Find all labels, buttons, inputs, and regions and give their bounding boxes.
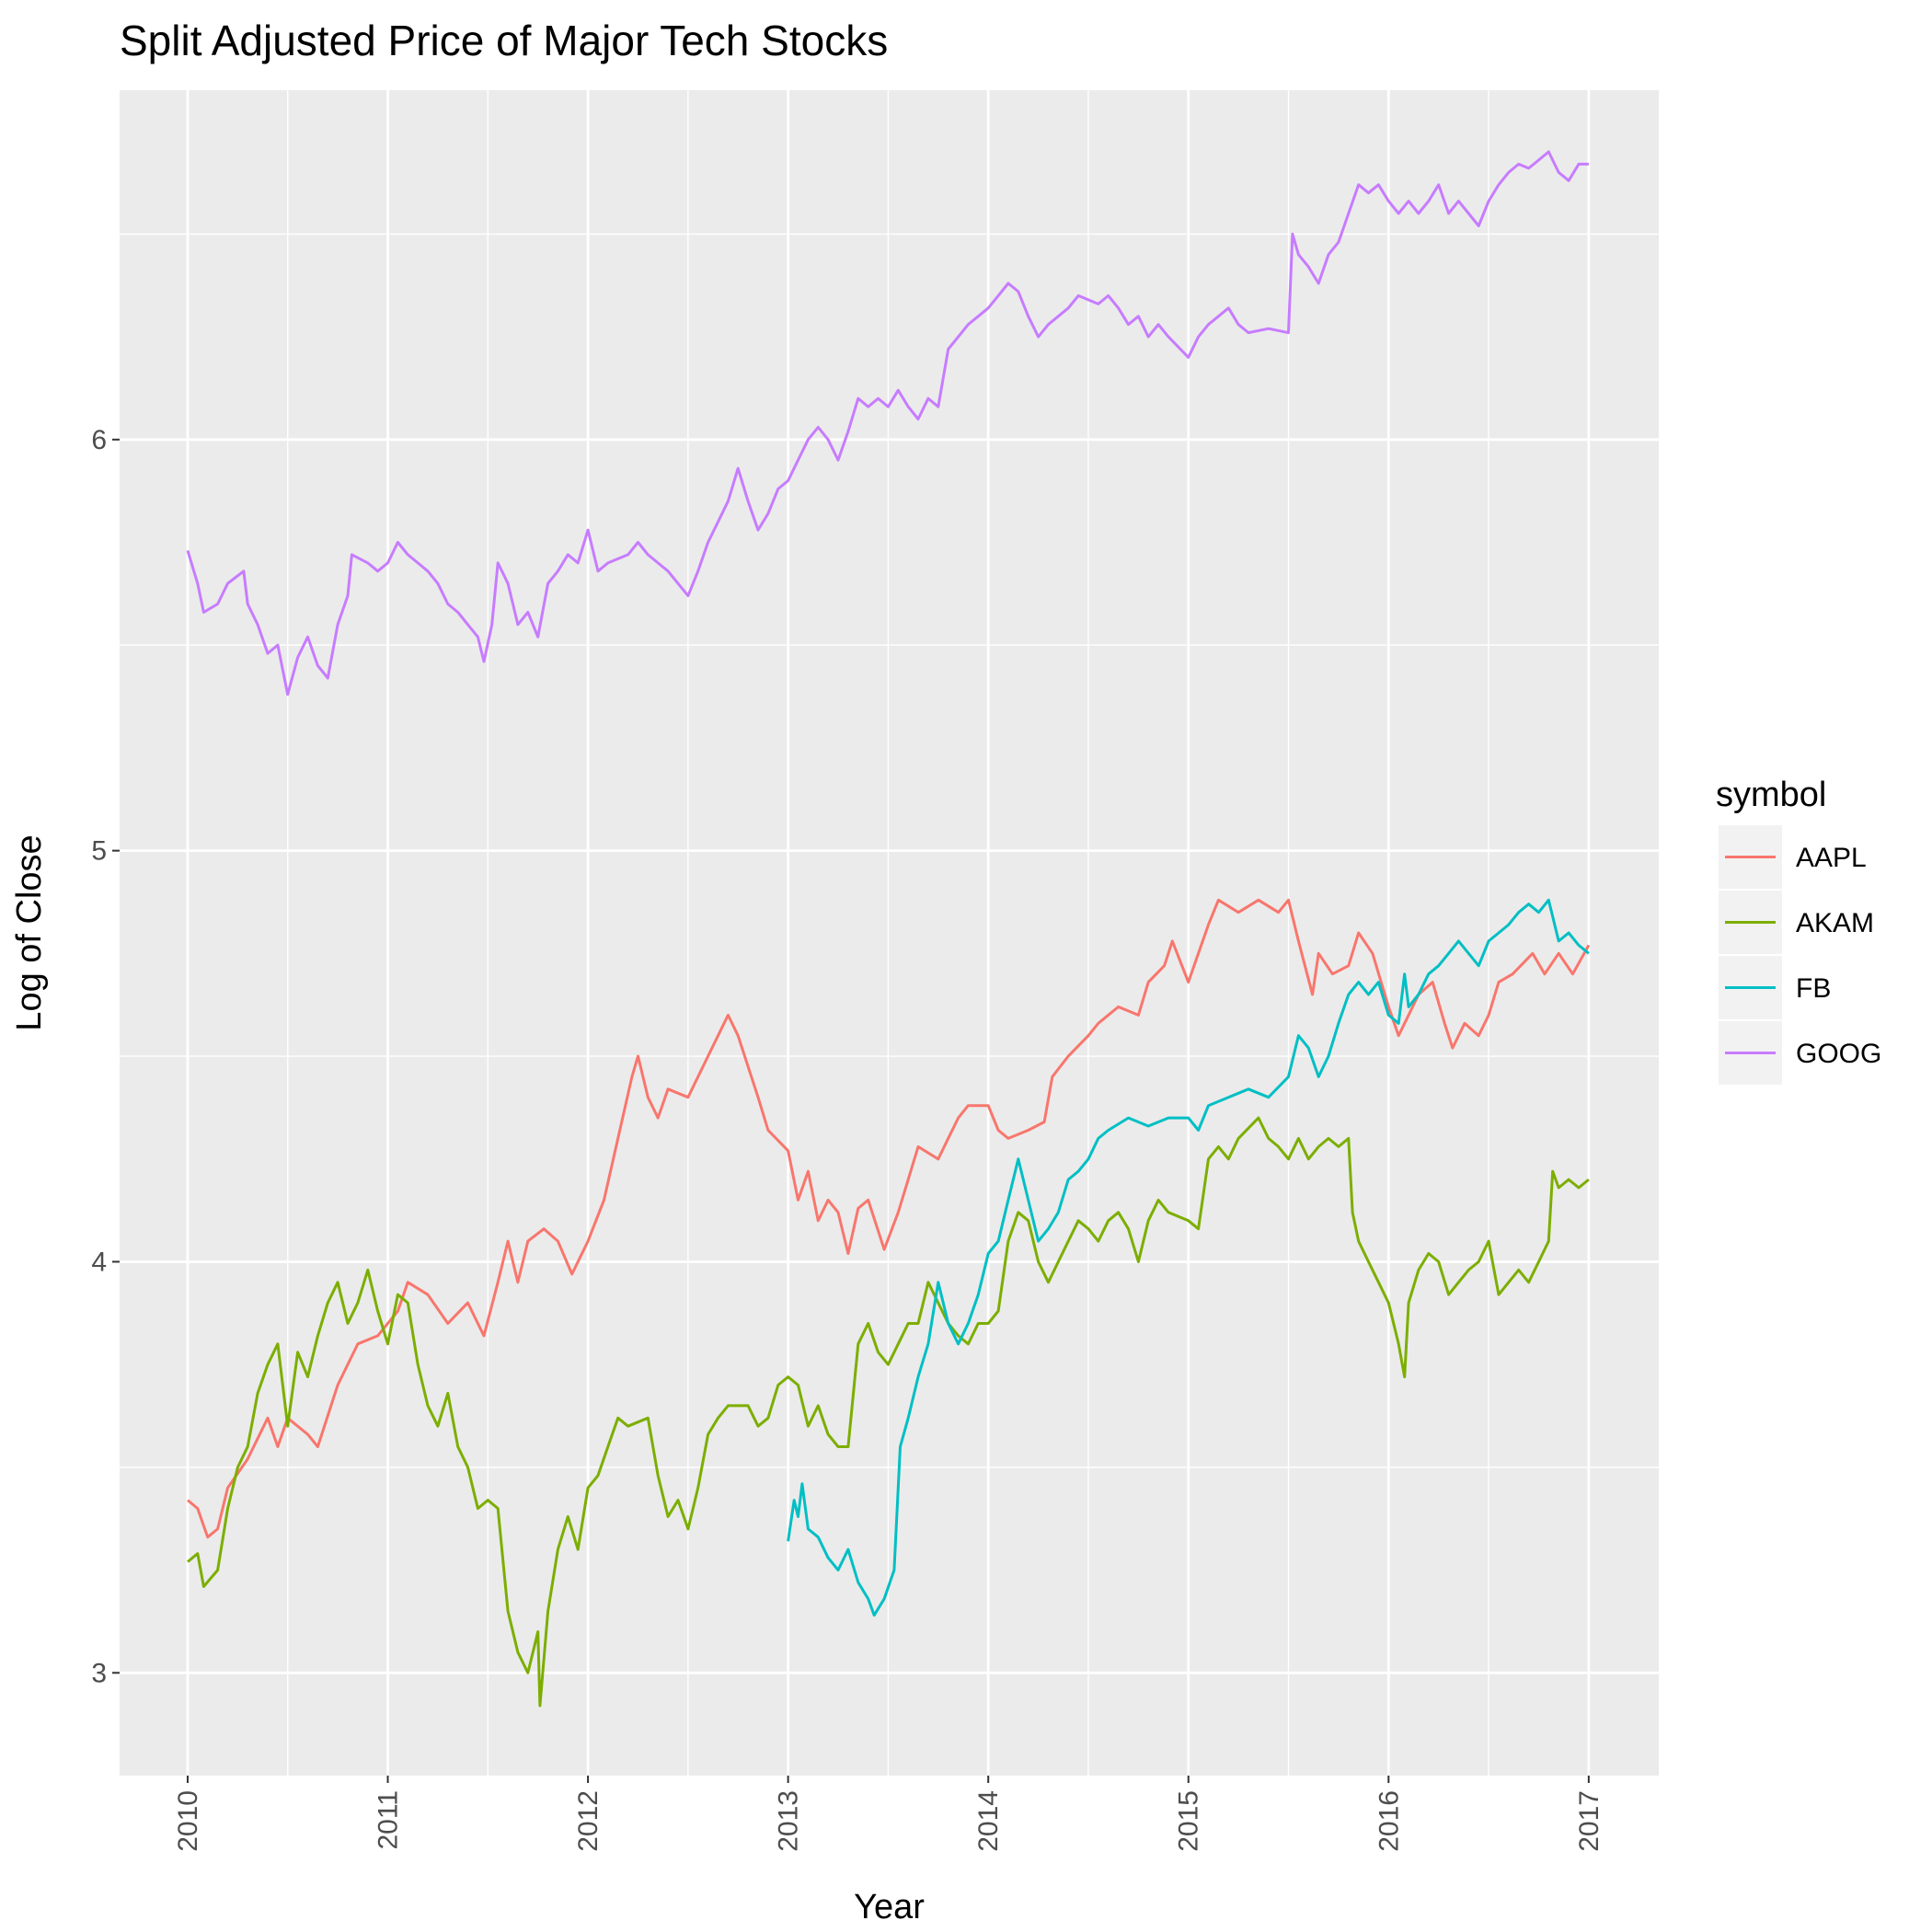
y-tick-label: 3 xyxy=(91,1658,107,1688)
x-axis: 2010 2011 2012 2013 2014 2015 2016 2017 xyxy=(173,1776,1604,1852)
legend-label-aapl: AAPL xyxy=(1796,843,1867,873)
legend-label-akam: AKAM xyxy=(1796,908,1874,938)
y-tick-label: 6 xyxy=(91,425,107,455)
series-line-akam xyxy=(187,1116,1590,1708)
series-line-aapl xyxy=(187,898,1591,1539)
x-tick-label: 2017 xyxy=(1574,1790,1604,1852)
grid-minor xyxy=(120,90,1659,1776)
x-axis-title: Year xyxy=(854,1888,925,1926)
x-tick-label: 2011 xyxy=(374,1790,404,1850)
x-tick-label: 2013 xyxy=(774,1790,804,1852)
y-tick-label: 5 xyxy=(91,836,107,867)
y-axis: 3 4 5 6 xyxy=(91,425,120,1688)
legend-title: symbol xyxy=(1716,776,1826,814)
y-tick-label: 4 xyxy=(91,1247,107,1277)
x-tick-label: 2010 xyxy=(173,1790,203,1852)
chart-title: Split Adjusted Price of Major Tech Stock… xyxy=(120,17,888,64)
y-axis-title: Log of Close xyxy=(10,834,49,1030)
legend-label-goog: GOOG xyxy=(1796,1039,1881,1069)
series-line-goog xyxy=(186,150,1589,696)
series-layer xyxy=(186,150,1591,1708)
x-tick-label: 2015 xyxy=(1174,1790,1204,1852)
plot-panel xyxy=(120,90,1659,1776)
x-tick-label: 2016 xyxy=(1374,1790,1404,1852)
x-tick-label: 2014 xyxy=(973,1790,1004,1852)
x-tick-label: 2012 xyxy=(573,1790,604,1852)
series-line-fb xyxy=(787,898,1590,1617)
legend-label-fb: FB xyxy=(1796,973,1831,1004)
legend: symbol AAPL AKAM FB GOOG xyxy=(1716,776,1881,1085)
